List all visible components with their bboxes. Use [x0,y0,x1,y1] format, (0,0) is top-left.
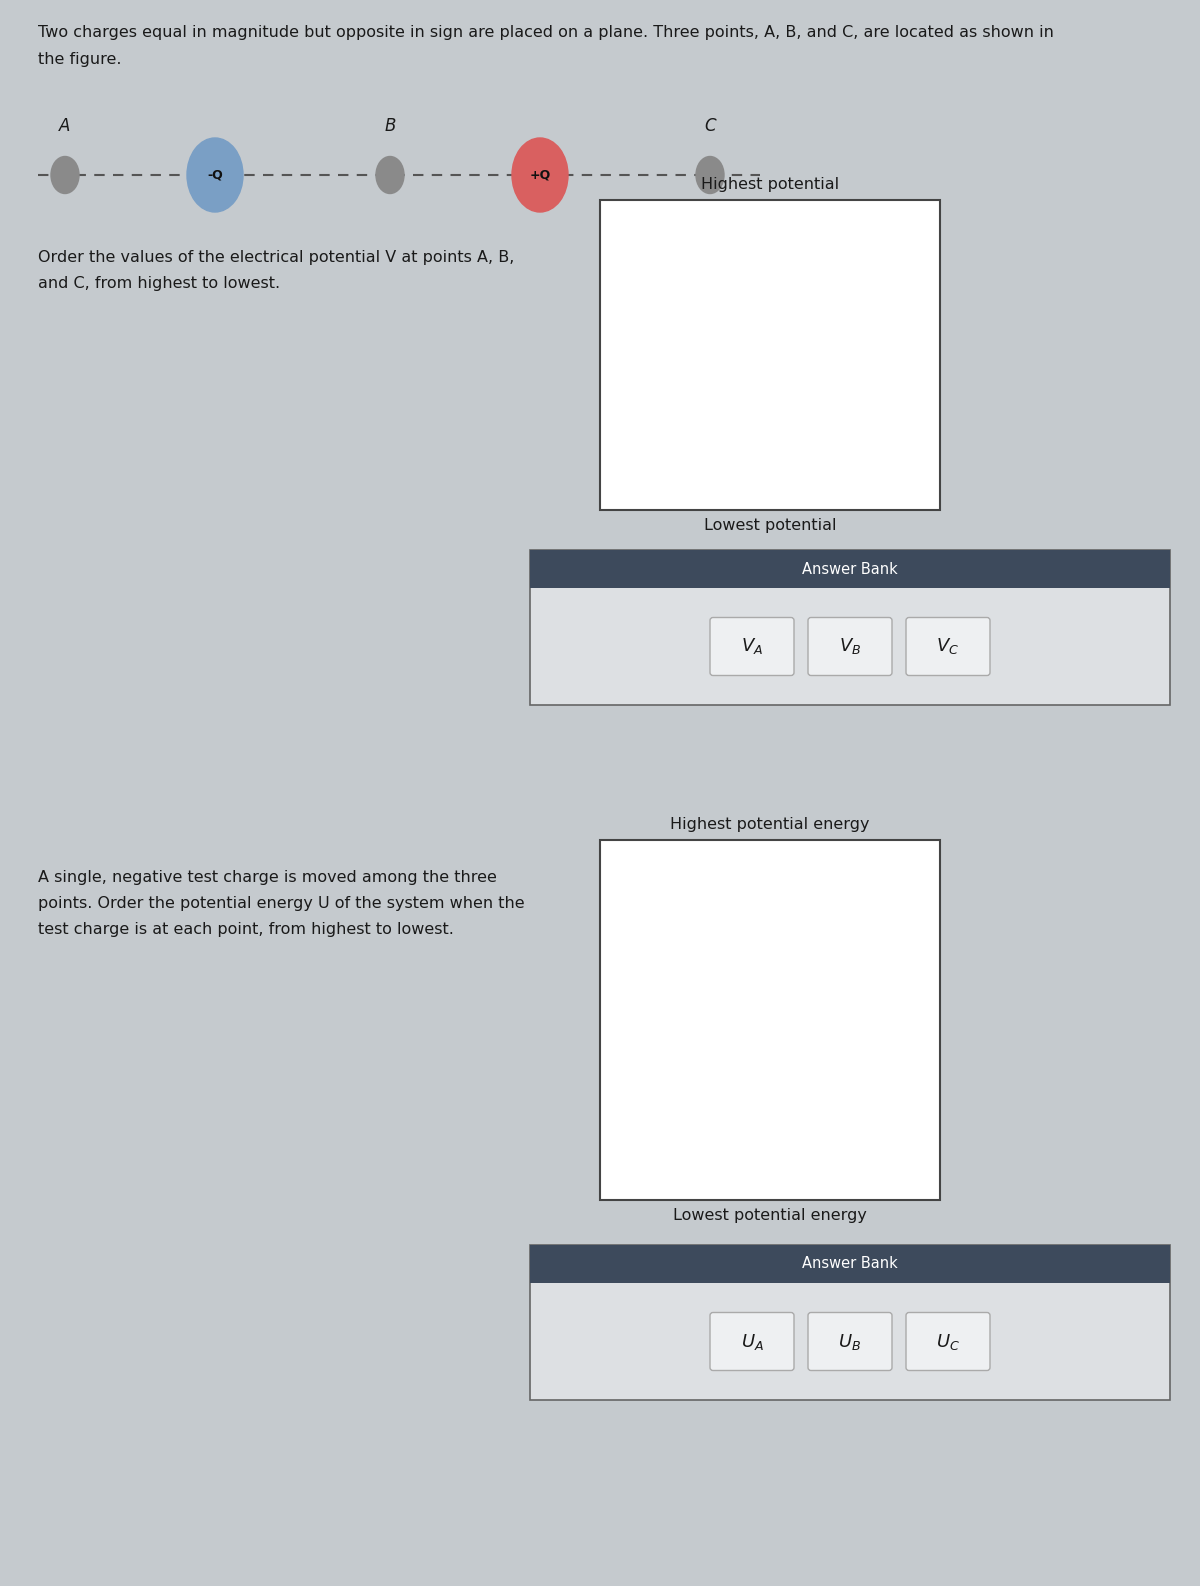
FancyBboxPatch shape [530,1245,1170,1283]
Text: B: B [384,117,396,135]
Text: Lowest potential energy: Lowest potential energy [673,1209,866,1223]
FancyBboxPatch shape [906,617,990,676]
Ellipse shape [376,157,404,193]
Text: test charge is at each point, from highest to lowest.: test charge is at each point, from highe… [38,921,454,937]
FancyBboxPatch shape [530,550,1170,588]
FancyBboxPatch shape [600,200,940,511]
FancyBboxPatch shape [906,1313,990,1370]
Text: $V_C$: $V_C$ [936,636,960,657]
Text: C: C [704,117,716,135]
FancyBboxPatch shape [530,550,1170,706]
Text: $V_A$: $V_A$ [740,636,763,657]
Text: Two charges equal in magnitude but opposite in sign are placed on a plane. Three: Two charges equal in magnitude but oppos… [38,25,1054,40]
FancyBboxPatch shape [808,617,892,676]
FancyBboxPatch shape [600,841,940,1201]
Text: Order the values of the electrical potential V at points A, B,: Order the values of the electrical poten… [38,251,515,265]
Text: -Q: -Q [208,168,223,181]
Text: Highest potential energy: Highest potential energy [671,817,870,833]
Text: Lowest potential: Lowest potential [703,519,836,533]
Text: points. Order the potential energy U of the system when the: points. Order the potential energy U of … [38,896,524,910]
Ellipse shape [512,138,568,213]
FancyBboxPatch shape [808,1313,892,1370]
Text: $V_B$: $V_B$ [839,636,862,657]
Text: Answer Bank: Answer Bank [802,1256,898,1272]
Text: +Q: +Q [529,168,551,181]
FancyBboxPatch shape [710,1313,794,1370]
Text: $U_A$: $U_A$ [740,1332,763,1351]
Text: and C, from highest to lowest.: and C, from highest to lowest. [38,276,280,290]
Text: $U_B$: $U_B$ [839,1332,862,1351]
Text: Highest potential: Highest potential [701,178,839,192]
Text: $U_C$: $U_C$ [936,1332,960,1351]
Text: A: A [59,117,71,135]
Text: A single, negative test charge is moved among the three: A single, negative test charge is moved … [38,871,497,885]
Ellipse shape [187,138,242,213]
Text: the figure.: the figure. [38,52,121,67]
Ellipse shape [696,157,724,193]
FancyBboxPatch shape [710,617,794,676]
FancyBboxPatch shape [530,1245,1170,1400]
Text: Answer Bank: Answer Bank [802,561,898,576]
Ellipse shape [50,157,79,193]
